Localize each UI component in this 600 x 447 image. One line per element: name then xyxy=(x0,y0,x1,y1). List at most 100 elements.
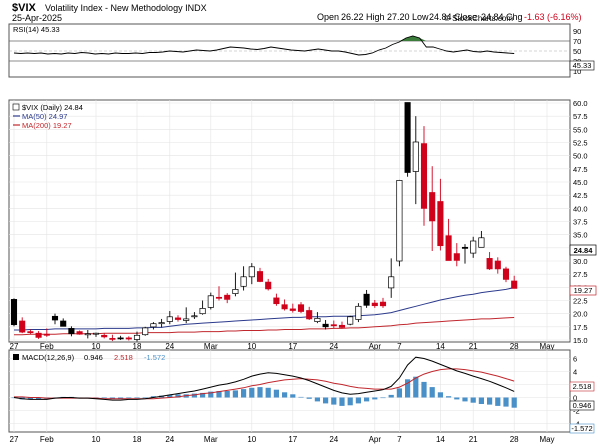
candle xyxy=(306,306,313,320)
macd-hist-bar xyxy=(175,394,181,398)
candle xyxy=(232,272,239,297)
x-tick-label-bottom: Mar xyxy=(204,435,218,444)
candle-body xyxy=(486,258,493,270)
price-tick-label: 17.5 xyxy=(573,323,588,332)
macd-hist-bar xyxy=(339,397,345,406)
candle xyxy=(437,178,444,251)
rsi-tick-label: 70 xyxy=(573,37,581,46)
macd-hist-bar xyxy=(478,397,484,404)
macd-hist-bar xyxy=(200,392,206,398)
macd-hist-bar xyxy=(273,389,279,398)
macd-hist-bar xyxy=(323,397,329,404)
candle xyxy=(60,318,67,327)
candle xyxy=(396,179,403,267)
candle xyxy=(51,313,59,325)
candle xyxy=(174,315,182,322)
macd-signal-tag xyxy=(569,381,595,392)
price-tick-label: 60.0 xyxy=(573,99,588,108)
rsi-overbought-fill xyxy=(399,36,427,41)
candle xyxy=(404,102,411,177)
macd-hist-bar xyxy=(241,389,247,398)
rsi-tick-label: 10 xyxy=(573,67,581,76)
candle-body xyxy=(207,295,214,308)
macd-hist-bar xyxy=(298,396,304,398)
candle-body xyxy=(125,337,132,340)
candle-body xyxy=(43,333,50,336)
candle-body xyxy=(338,324,346,328)
x-tick-label-bottom: 27 xyxy=(10,435,19,444)
candle-body xyxy=(330,324,337,327)
macd-hist-bar xyxy=(495,397,501,406)
rsi-frame xyxy=(8,23,571,78)
macd-hist-bar xyxy=(437,392,443,398)
candle xyxy=(388,258,395,298)
candle xyxy=(330,320,337,329)
price-tick-label: 37.5 xyxy=(573,218,588,227)
macd-legend-label: MACD(12,26,9) xyxy=(22,353,75,362)
candle xyxy=(470,236,477,258)
macd-axis: 6420-2-4 xyxy=(573,355,580,429)
macd-hist-bar xyxy=(429,387,435,398)
x-tick-label: 18 xyxy=(133,342,142,351)
candle-body xyxy=(478,237,485,248)
price-axis: 60.0 57.5 55.0 52.5 50.0 47.5 45.0 42.5 40.0 37.5… xyxy=(573,99,588,345)
candle xyxy=(347,315,354,326)
macd-tick-label: -2 xyxy=(573,407,580,416)
x-tick-label-bottom: 14 xyxy=(436,435,445,444)
chg-label: Chg xyxy=(506,12,523,22)
candle xyxy=(248,263,255,285)
candle-body xyxy=(183,318,190,321)
candle-body xyxy=(150,323,157,328)
candle-body xyxy=(117,337,124,340)
candlesticks xyxy=(10,102,518,342)
x-tick-label-bottom: 28 xyxy=(510,435,519,444)
x-tick-label-bottom: Apr xyxy=(369,435,382,444)
macd-hist-bar xyxy=(413,376,419,398)
rsi-value-tag-text: 45.33 xyxy=(573,61,592,70)
high-value: 27.20 xyxy=(387,12,410,22)
macd-value-tag xyxy=(569,400,595,411)
candle xyxy=(289,303,296,313)
low-value: 24.84 xyxy=(429,12,452,22)
candle xyxy=(486,252,493,270)
price-frame xyxy=(8,99,571,343)
macd-hist-bar xyxy=(487,397,493,405)
macd-panel: 6420-2-4 MACD(12,26,9) 0.946 2.518 -1.57… xyxy=(8,349,595,434)
macd-hist-bar xyxy=(142,397,148,399)
macd-signal-tag-text: 2.518 xyxy=(573,382,592,391)
price-legend-ma50: MA(50) 24.97 xyxy=(22,112,67,121)
candle xyxy=(224,293,231,304)
price-legend-ma200: MA(200) 19.27 xyxy=(22,121,72,130)
candle xyxy=(10,298,18,327)
price-tick-label: 45.0 xyxy=(573,178,588,187)
candle-body xyxy=(35,332,42,338)
macd-hist-bar xyxy=(380,397,386,399)
x-tick-label-bottom: 18 xyxy=(133,435,142,444)
macd-hist-bar xyxy=(27,397,33,400)
candle xyxy=(191,312,198,319)
candle-body xyxy=(396,180,403,262)
macd-hist-bar xyxy=(462,397,468,402)
candle-body xyxy=(371,302,378,307)
macd-hist-bar xyxy=(232,390,238,398)
candle xyxy=(133,331,141,342)
candle xyxy=(207,292,214,310)
candle xyxy=(183,307,190,324)
candle xyxy=(150,322,157,330)
price-tick-label: 42.5 xyxy=(573,191,588,200)
close-value: 24.84 xyxy=(481,12,504,22)
ticker-symbol: $VIX xyxy=(12,2,37,14)
macd-hist-bar xyxy=(134,397,140,399)
macd-hist-bar xyxy=(503,397,509,407)
price-tick-label: 22.5 xyxy=(573,297,588,306)
rsi-series xyxy=(13,35,515,56)
candle xyxy=(511,275,518,289)
candle-body xyxy=(84,333,91,336)
candle-body xyxy=(445,235,452,261)
low-label: Low xyxy=(412,12,429,22)
x-tick-label-bottom: Feb xyxy=(40,435,54,444)
candle xyxy=(101,333,108,339)
candle xyxy=(478,230,485,248)
candle xyxy=(363,289,370,308)
